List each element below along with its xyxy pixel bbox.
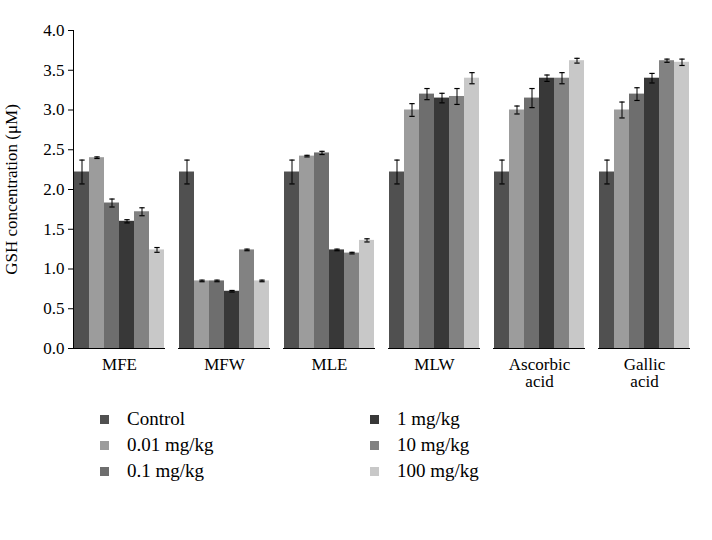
svg-text:2.0: 2.0 (43, 180, 64, 199)
svg-text:MLE: MLE (312, 355, 348, 374)
svg-text:Ascorbicacid: Ascorbicacid (509, 355, 571, 391)
svg-text:4.0: 4.0 (43, 21, 64, 40)
svg-text:2.5: 2.5 (43, 140, 64, 159)
svg-text:GSH concentration (μM): GSH concentration (μM) (2, 104, 21, 275)
html-text:0.01 mg/kg: 0.01 mg/kg (127, 434, 214, 455)
svg-text:MLW: MLW (414, 355, 455, 374)
svg-text:MFE: MFE (102, 355, 137, 374)
html-text:Control: Control (127, 408, 186, 429)
html-text:100 mg/kg: 100 mg/kg (397, 460, 479, 481)
svg-text:MFW: MFW (204, 355, 246, 374)
svg-text:3.5: 3.5 (43, 61, 64, 80)
html-text:0.1 mg/kg: 0.1 mg/kg (127, 460, 205, 481)
svg-text:Gallicacid: Gallicacid (624, 355, 666, 391)
svg-text:3.0: 3.0 (43, 100, 64, 119)
svg-text:1.5: 1.5 (43, 220, 64, 239)
svg-text:0.5: 0.5 (43, 299, 64, 318)
html-text:10 mg/kg: 10 mg/kg (397, 434, 470, 455)
html-text:1 mg/kg: 1 mg/kg (397, 408, 460, 429)
svg-text:1.0: 1.0 (43, 259, 64, 278)
svg-text:0.0: 0.0 (43, 339, 64, 358)
